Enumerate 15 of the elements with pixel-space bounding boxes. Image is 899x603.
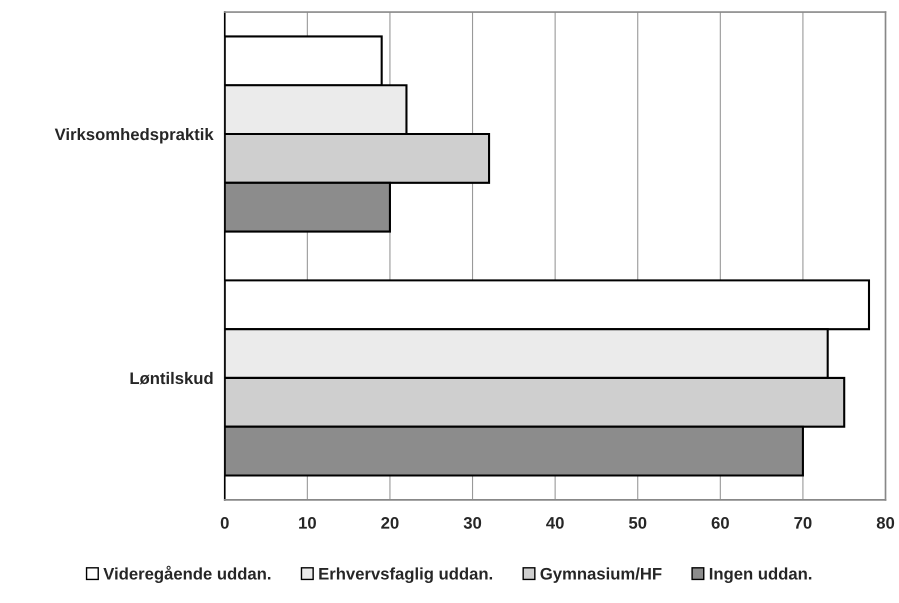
x-tick-label: 60 — [712, 516, 729, 529]
x-tick-label: 0 — [220, 516, 229, 529]
legend-label: Videregående uddan. — [103, 566, 270, 583]
x-tick-label: 80 — [876, 516, 894, 529]
x-tick-label: 10 — [299, 516, 316, 529]
y-tick-label: Løntilskud — [130, 372, 213, 384]
x-tick-label: 50 — [628, 516, 646, 529]
x-tick-label: 70 — [794, 516, 812, 529]
legend-label: Ingen uddan. — [710, 567, 812, 583]
legend-label: Erhvervsfaglig uddan. — [319, 567, 492, 583]
x-tick-label: 40 — [546, 516, 564, 529]
y-tick-label: Virksomhedspraktik — [54, 128, 214, 144]
x-tick-label: 30 — [464, 516, 482, 529]
x-tick-label: 20 — [381, 516, 399, 529]
legend-label: Gymnasium/HF — [540, 567, 662, 583]
